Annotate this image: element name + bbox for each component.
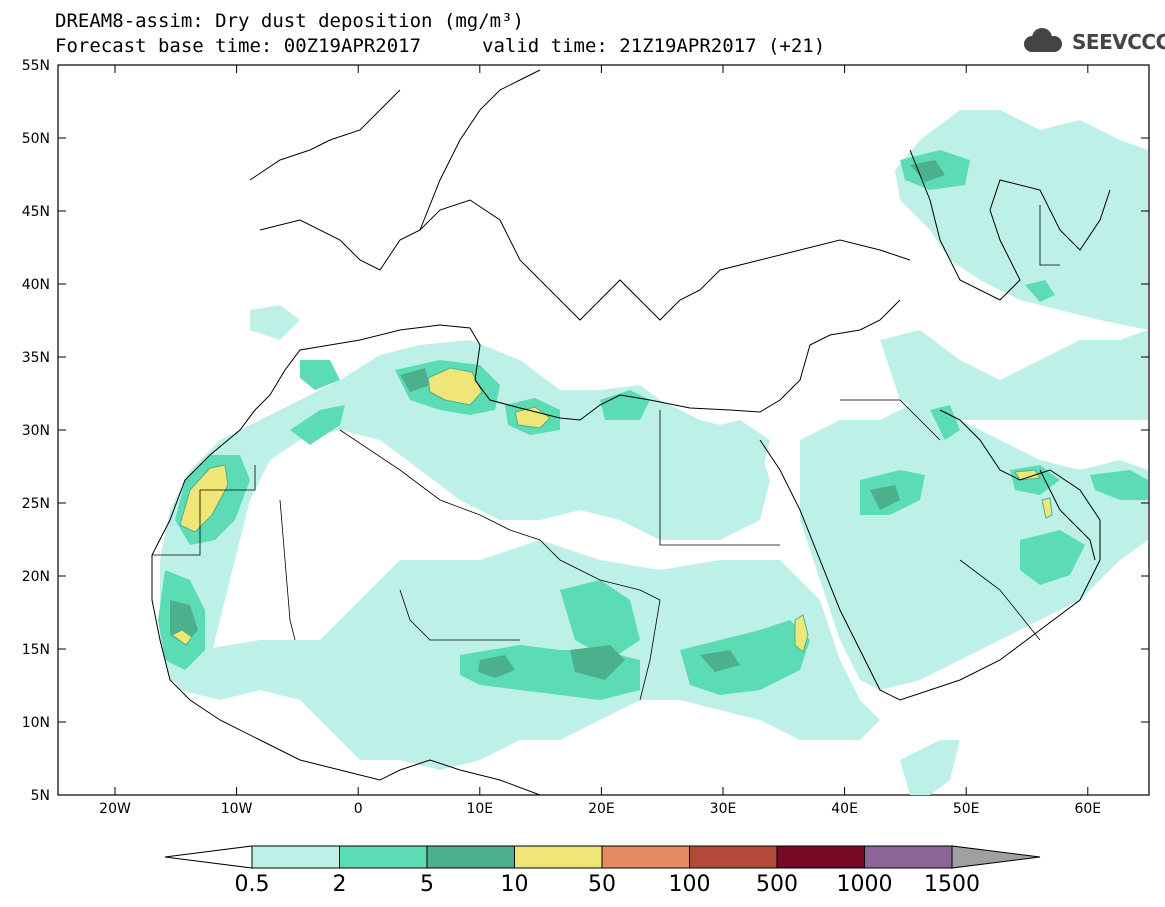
country-borders: [152, 205, 1060, 701]
lat-label: 55N: [22, 58, 50, 74]
latitude-axis: 55N 50N 45N 40N 35N 30N 25N 20N 15N 10N 5N: [22, 58, 1149, 804]
colorbar-swatch: [864, 845, 953, 869]
lon-label: 50E: [953, 801, 980, 817]
lon-label: 40E: [831, 801, 858, 817]
cloud-icon: [1024, 28, 1062, 52]
colorbar-swatch: [514, 845, 603, 869]
lat-label: 30N: [22, 423, 50, 439]
lon-label: 0: [354, 801, 363, 817]
colorbar-label: 5: [420, 872, 434, 897]
colorbar-swatch: [426, 845, 515, 869]
logo-text: SEEVCCC: [1072, 30, 1165, 54]
colorbar: 0.5 2 5 10 50 100 500 1000 1500: [164, 845, 1041, 897]
lon-label: 20E: [588, 801, 615, 817]
lat-label: 35N: [22, 350, 50, 366]
colorbar-swatch: [689, 845, 778, 869]
lat-label: 40N: [22, 277, 50, 293]
colorbar-label: 10: [501, 872, 529, 897]
lat-label: 45N: [22, 204, 50, 220]
valid-time: valid time: 21Z19APR2017 (+21): [482, 35, 826, 57]
lon-label: 30E: [710, 801, 737, 817]
lon-label: 10E: [466, 801, 493, 817]
colorbar-label: 1500: [924, 872, 980, 897]
lon-label: 20W: [99, 801, 131, 817]
colorbar-swatch: [251, 845, 340, 869]
colorbar-high-arrow: [951, 845, 1041, 869]
colorbar-low-arrow: [164, 845, 253, 869]
longitude-axis: 20W 10W 0 10E 20E 30E 40E 50E 60E: [99, 65, 1101, 817]
colorbar-swatch: [601, 845, 690, 869]
colorbar-label: 100: [669, 872, 711, 897]
colorbar-label: 1000: [837, 872, 893, 897]
colorbar-swatch: [776, 845, 865, 869]
seevccc-logo: [1024, 28, 1062, 52]
colorbar-label: 500: [756, 872, 798, 897]
colorbar-swatch: [339, 845, 428, 869]
lat-label: 50N: [22, 131, 50, 147]
map-title: DREAM8-assim: Dry dust deposition (mg/m³…: [55, 10, 524, 32]
lon-label: 10W: [221, 801, 253, 817]
lat-label: 10N: [22, 715, 50, 731]
colorbar-label: 50: [588, 872, 616, 897]
colorbar-label: 2: [333, 872, 347, 897]
lat-label: 25N: [22, 496, 50, 512]
coastlines: [151, 69, 1111, 796]
lat-label: 15N: [22, 642, 50, 658]
dust-layer-yellow: [171, 367, 1053, 653]
colorbar-label: 0.5: [235, 872, 270, 897]
lon-label: 60E: [1074, 801, 1101, 817]
lat-label: 20N: [22, 569, 50, 585]
lat-label: 5N: [31, 788, 50, 804]
forecast-base-time: Forecast base time: 00Z19APR2017: [55, 35, 422, 57]
